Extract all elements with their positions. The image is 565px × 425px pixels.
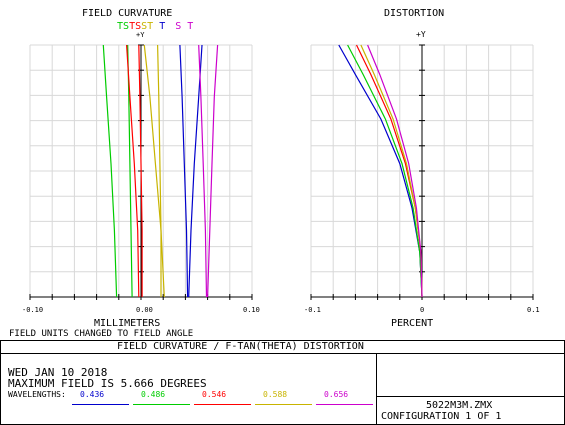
ts-label: S — [141, 21, 148, 32]
units-note: FIELD UNITS CHANGED TO FIELD ANGLE — [9, 329, 194, 339]
wavelength-swatch — [255, 404, 312, 405]
footer-divider — [376, 353, 377, 425]
wavelength-value: 0.588 — [263, 390, 288, 399]
left-tick-max: 0.10 — [243, 306, 260, 314]
ts-label: S — [135, 21, 142, 32]
wavelength-value: 0.486 — [141, 390, 166, 399]
series-line — [126, 44, 140, 298]
series-line — [367, 44, 423, 298]
ts-label: T — [117, 21, 124, 32]
series-line — [179, 44, 189, 298]
right-tick-max: 0.1 — [527, 306, 540, 314]
ts-label: T — [147, 21, 154, 32]
ts-label: T — [129, 21, 136, 32]
millimeters-label: MILLIMETERS — [94, 318, 161, 329]
wavelength-swatch — [194, 404, 251, 405]
distortion-plot — [310, 44, 534, 300]
max-field-text: MAXIMUM FIELD IS 5.666 DEGREES — [8, 377, 207, 390]
left-yaxis-label: +Y — [136, 31, 145, 39]
right-yaxis-label: +Y — [416, 30, 426, 39]
ts-label: S — [175, 21, 182, 32]
series-line — [138, 44, 143, 297]
series-line — [198, 44, 208, 298]
series-line — [143, 44, 165, 298]
distortion-title: DISTORTION — [384, 8, 445, 19]
file-name: 5022M3M.ZMX — [426, 400, 493, 411]
wavelength-swatch — [316, 404, 373, 405]
left-tick-mid: 0.00 — [136, 306, 153, 314]
percent-label: PERCENT — [391, 318, 434, 329]
date-text: WED JAN 10 2018 — [8, 366, 108, 379]
right-tick-mid: 0 — [420, 306, 425, 314]
ts-label: T — [159, 21, 166, 32]
wavelength-swatch — [72, 404, 129, 405]
footer-divider-h — [376, 396, 565, 397]
ts-label: S — [123, 21, 130, 32]
left-tick-min: -0.10 — [22, 306, 44, 314]
wavelengths-label: WAVELENGTHS: — [8, 390, 66, 399]
tangential-sagittal-labels: TSTSST T S T — [117, 21, 193, 32]
right-tick-min: -0.1 — [304, 306, 321, 314]
series-line — [102, 44, 118, 298]
wavelength-swatch — [133, 404, 190, 405]
configuration-text: CONFIGURATION 1 OF 1 — [381, 411, 502, 422]
field-curvature-title: FIELD CURVATURE — [82, 8, 173, 19]
series-line — [347, 44, 423, 298]
wavelength-value: 0.546 — [202, 390, 227, 399]
field-curvature-plot — [29, 44, 253, 300]
series-line — [157, 44, 162, 297]
wavelength-value: 0.656 — [324, 390, 349, 399]
wavelength-value: 0.436 — [80, 390, 105, 399]
series-line — [207, 44, 219, 298]
ts-label: T — [187, 21, 194, 32]
banner-title: FIELD CURVATURE / F-TAN(THETA) DISTORTIO… — [117, 341, 364, 352]
